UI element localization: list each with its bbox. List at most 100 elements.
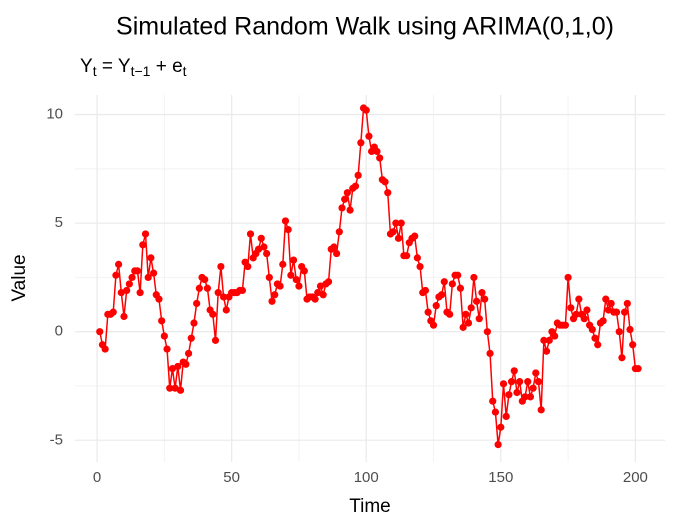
data-point: [615, 328, 623, 336]
y-tick-label: 0: [55, 323, 63, 340]
data-point: [612, 308, 621, 316]
data-point: [594, 341, 602, 349]
data-point: [128, 273, 136, 282]
data-point: [392, 219, 400, 227]
data-point: [139, 241, 147, 249]
data-point: [171, 384, 179, 392]
data-point: [621, 308, 629, 316]
data-point: [144, 273, 152, 282]
data-point: [335, 228, 343, 236]
data-point: [314, 289, 322, 297]
data-point: [440, 278, 448, 286]
series-line: [99, 106, 639, 445]
data-point: [623, 299, 631, 308]
data-point: [513, 388, 521, 397]
data-point: [112, 271, 120, 279]
data-point: [214, 289, 222, 297]
data-point: [424, 308, 432, 316]
data-point: [238, 286, 247, 295]
subtitle-text: Y: [80, 56, 93, 77]
data-point: [316, 282, 325, 290]
y-axis-label: Value: [9, 254, 30, 301]
data-point: [168, 365, 177, 373]
data-point: [338, 204, 346, 212]
data-point: [201, 275, 209, 284]
data-point: [357, 139, 365, 147]
data-point: [109, 308, 117, 316]
data-point: [101, 345, 109, 353]
data-point: [545, 336, 553, 344]
data-point: [421, 286, 430, 295]
data-point: [470, 273, 478, 282]
data-point: [448, 280, 456, 288]
data-point: [295, 282, 303, 290]
data-point: [158, 317, 166, 325]
data-point: [354, 171, 362, 179]
data-point: [263, 249, 271, 258]
data-point: [163, 345, 171, 353]
data-point: [564, 273, 572, 282]
data-point: [376, 154, 384, 162]
data-point: [123, 286, 131, 295]
data-point: [268, 297, 276, 305]
data-point: [287, 271, 295, 279]
data-point: [432, 302, 440, 310]
data-point: [540, 336, 548, 344]
x-axis-label: Time: [349, 496, 391, 517]
data-point: [195, 284, 203, 292]
data-point: [176, 386, 185, 394]
data-point: [149, 269, 158, 277]
data-point: [133, 267, 142, 275]
data-point: [155, 295, 163, 303]
x-tick-label: 0: [93, 469, 101, 486]
data-point: [521, 393, 529, 401]
data-point: [279, 260, 287, 268]
data-point: [626, 325, 634, 334]
data-point: [416, 262, 424, 271]
data-point: [491, 408, 500, 416]
data-point: [182, 360, 190, 368]
data-point: [583, 306, 591, 314]
data-point: [246, 230, 255, 238]
data-point: [292, 275, 300, 284]
data-point: [524, 378, 532, 386]
data-point: [575, 295, 583, 303]
data-point: [257, 234, 265, 242]
data-point: [459, 323, 467, 331]
data-point: [373, 147, 381, 156]
data-point: [125, 280, 133, 288]
data-point: [588, 325, 596, 334]
x-tick-label: 100: [354, 469, 379, 486]
data-point: [136, 289, 144, 297]
data-point: [343, 189, 351, 197]
subtitle-text: = Y: [97, 56, 131, 77]
data-point: [217, 262, 225, 271]
x-tick-label: 200: [623, 469, 648, 486]
data-point: [394, 234, 403, 242]
data-point: [174, 362, 182, 371]
data-point: [319, 291, 327, 299]
data-point: [254, 245, 263, 253]
subtitle-text: + e: [150, 56, 182, 77]
subtitle-subscript: t−1: [131, 63, 151, 79]
data-point: [537, 406, 545, 414]
data-point: [542, 347, 551, 355]
data-point: [494, 441, 502, 449]
data-point: [403, 252, 411, 260]
data-point: [187, 334, 195, 342]
data-point: [478, 289, 486, 297]
data-point: [184, 349, 193, 358]
data-point: [467, 304, 475, 312]
data-point: [464, 319, 473, 327]
data-point: [629, 341, 637, 349]
data-point: [384, 189, 392, 197]
data-point: [497, 423, 505, 431]
data-point: [591, 334, 599, 342]
data-point: [486, 349, 494, 358]
data-point: [475, 315, 483, 323]
data-point: [341, 195, 349, 203]
data-point: [276, 282, 284, 290]
data-point: [551, 332, 559, 340]
data-point: [330, 243, 338, 251]
y-tick-label: 10: [46, 106, 63, 123]
